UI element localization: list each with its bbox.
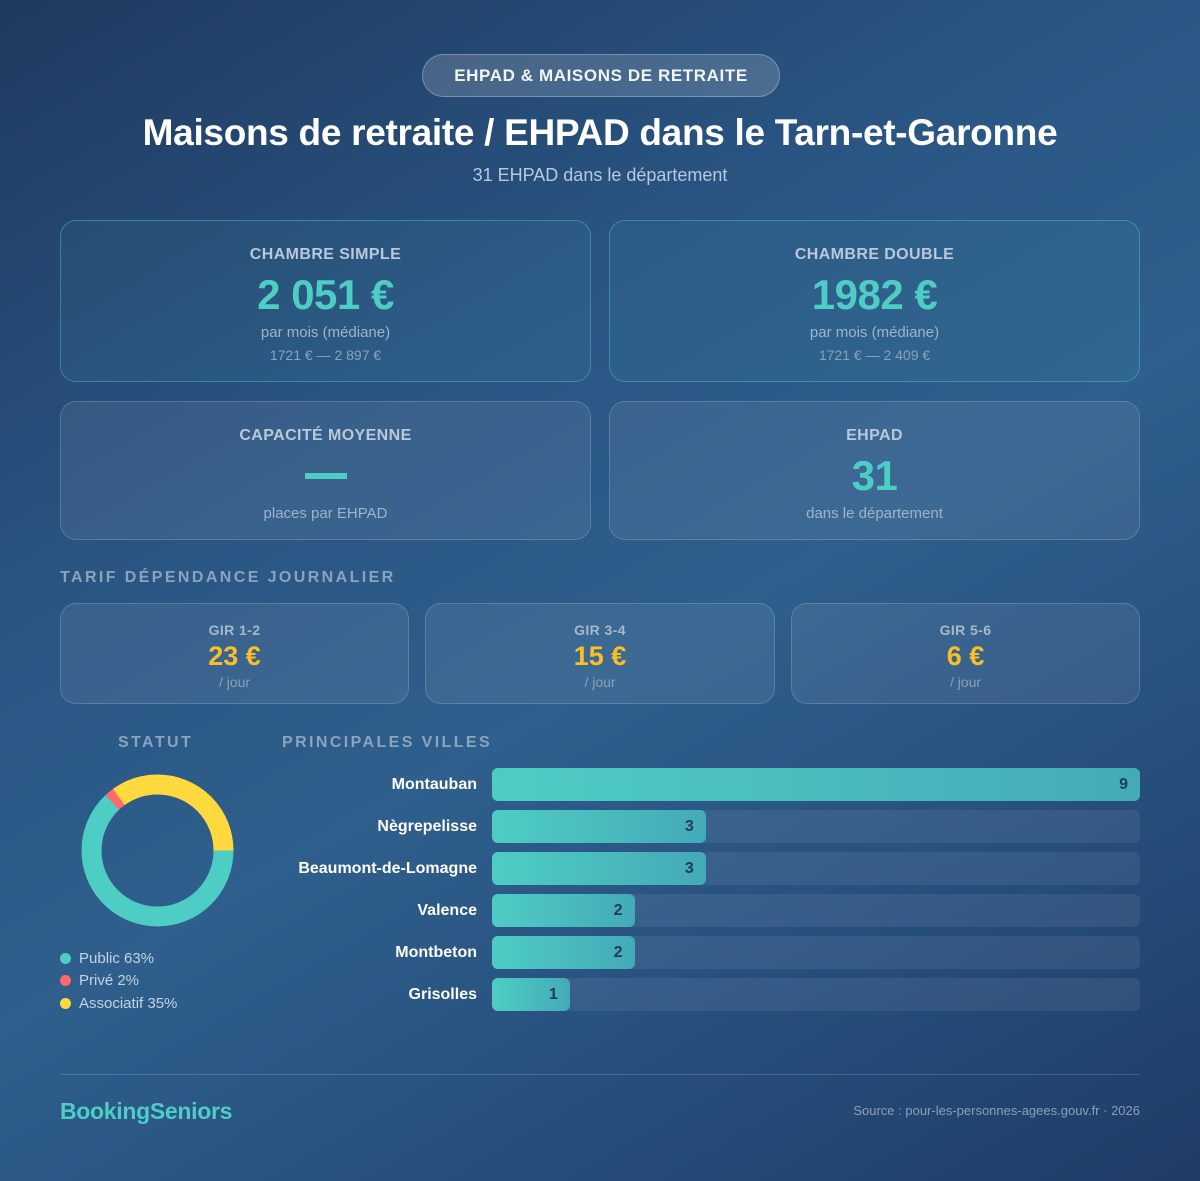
gir-unit: / jour: [218, 674, 251, 690]
statut-legend: Public 63% Privé 2% Associatif 35%: [60, 947, 177, 1015]
bar-label: Beaumont-de-Lomagne: [298, 860, 477, 877]
gir-value: 15 €: [573, 641, 627, 671]
stat-value: 31: [851, 452, 898, 499]
legend-item-public: Public 63%: [60, 947, 177, 970]
bar-value: 2: [613, 902, 623, 919]
stat-sub: dans le département: [806, 505, 943, 522]
empty-value-dash: [304, 473, 347, 479]
bar-fill: 1: [492, 978, 570, 1011]
legend-dot-icon: [60, 975, 71, 987]
stat-label: CAPACITÉ MOYENNE: [239, 427, 412, 444]
stat-label: CHAMBRE SIMPLE: [249, 246, 402, 263]
stat-sub: par mois (médiane): [809, 324, 940, 341]
gir-unit: / jour: [949, 674, 982, 690]
bar-value: 9: [1119, 776, 1128, 793]
page-title: Maisons de retraite / EHPAD dans le Tarn…: [142, 112, 1058, 153]
bar-fill: 2: [492, 936, 635, 969]
stat-card-chambre-double: CHAMBRE DOUBLE 1982 € par mois (médiane)…: [609, 220, 1140, 382]
stat-range: 1721 € — 2 409 €: [818, 347, 931, 363]
gir-card-3-4: GIR 3-4 15 € / jour: [425, 603, 775, 704]
gir-value: 23 €: [208, 641, 261, 671]
bar-row-valence: Valence 2: [282, 894, 1140, 927]
gir-value: 6 €: [946, 641, 985, 671]
bar-row-montauban: Montauban 9: [282, 768, 1140, 801]
brand-logo: BookingSeniors: [60, 1098, 233, 1124]
bar-track: 9: [492, 768, 1140, 801]
stat-label: CHAMBRE DOUBLE: [794, 246, 955, 263]
bar-value: 3: [684, 818, 694, 835]
stat-value: 2 051 €: [257, 271, 394, 318]
bar-track: 3: [492, 810, 1140, 843]
legend-item-associatif: Associatif 35%: [60, 992, 177, 1015]
bar-track: 3: [492, 852, 1140, 885]
bar-row-beaumont-de-lomagne: Beaumont-de-Lomagne 3: [282, 852, 1140, 885]
gir-label: GIR 1-2: [208, 622, 261, 638]
bar-row-grisolles: Grisolles 1: [282, 978, 1140, 1011]
statut-section-title: STATUT: [118, 734, 194, 751]
gir-card-5-6: GIR 5-6 6 € / jour: [791, 603, 1140, 704]
stat-card-chambre-simple: CHAMBRE SIMPLE 2 051 € par mois (médiane…: [60, 220, 591, 382]
legend-label: Associatif 35%: [79, 994, 178, 1012]
stat-range: 1721 € — 2 897 €: [269, 347, 382, 363]
category-badge: EHPAD & MAISONS DE RETRAITE: [422, 54, 780, 97]
gir-card-1-2: GIR 1-2 23 € / jour: [60, 603, 409, 704]
bar-label: Grisolles: [408, 986, 477, 1003]
page-subtitle: 31 EHPAD dans le département: [472, 165, 728, 185]
statut-donut-chart: [81, 774, 234, 927]
footer-divider: [60, 1074, 1140, 1075]
bar-fill: 9: [492, 768, 1140, 801]
stat-card-ehpad: EHPAD 31 dans le département: [609, 401, 1140, 540]
source-text: Source : pour-les-personnes-agees.gouv.f…: [853, 1103, 1140, 1118]
bar-row-montbeton: Montbeton 2: [282, 936, 1140, 969]
gir-unit: / jour: [584, 674, 616, 690]
bar-track: 1: [492, 978, 1140, 1011]
villes-section-title: PRINCIPALES VILLES: [282, 734, 493, 751]
bar-track: 2: [492, 894, 1140, 927]
stat-label: EHPAD: [846, 427, 903, 444]
tarif-section-title: TARIF DÉPENDANCE JOURNALIER: [60, 569, 396, 586]
stat-sub: places par EHPAD: [263, 505, 388, 522]
legend-label: Privé 2%: [79, 972, 140, 990]
bar-value: 2: [613, 944, 623, 961]
bar-label: Nègrepelisse: [377, 818, 477, 835]
stat-value: [61, 455, 590, 497]
legend-item-prive: Privé 2%: [60, 970, 177, 993]
stat-value: 1982 €: [811, 271, 938, 318]
legend-dot-icon: [60, 952, 71, 964]
bar-label: Montauban: [391, 776, 477, 793]
stat-card-capacite: CAPACITÉ MOYENNE places par EHPAD: [60, 401, 591, 540]
bar-fill: 2: [492, 894, 635, 927]
bar-fill: 3: [492, 852, 706, 885]
bar-label: Valence: [417, 902, 477, 919]
gir-label: GIR 5-6: [939, 622, 992, 638]
bar-value: 1: [548, 986, 558, 1003]
donut-segment-associatif: [81, 774, 234, 927]
bar-row-negrepelisse: Nègrepelisse 3: [282, 810, 1140, 843]
bar-fill: 3: [492, 810, 706, 843]
stat-sub: par mois (médiane): [260, 324, 391, 341]
gir-label: GIR 3-4: [574, 622, 626, 638]
legend-label: Public 63%: [79, 949, 155, 967]
bar-value: 3: [684, 860, 694, 877]
bar-label: Montbeton: [395, 944, 477, 961]
legend-dot-icon: [60, 997, 71, 1009]
infographic: EHPAD & MAISONS DE RETRAITE Maisons de r…: [60, 0, 1140, 1181]
bar-track: 2: [492, 936, 1140, 969]
